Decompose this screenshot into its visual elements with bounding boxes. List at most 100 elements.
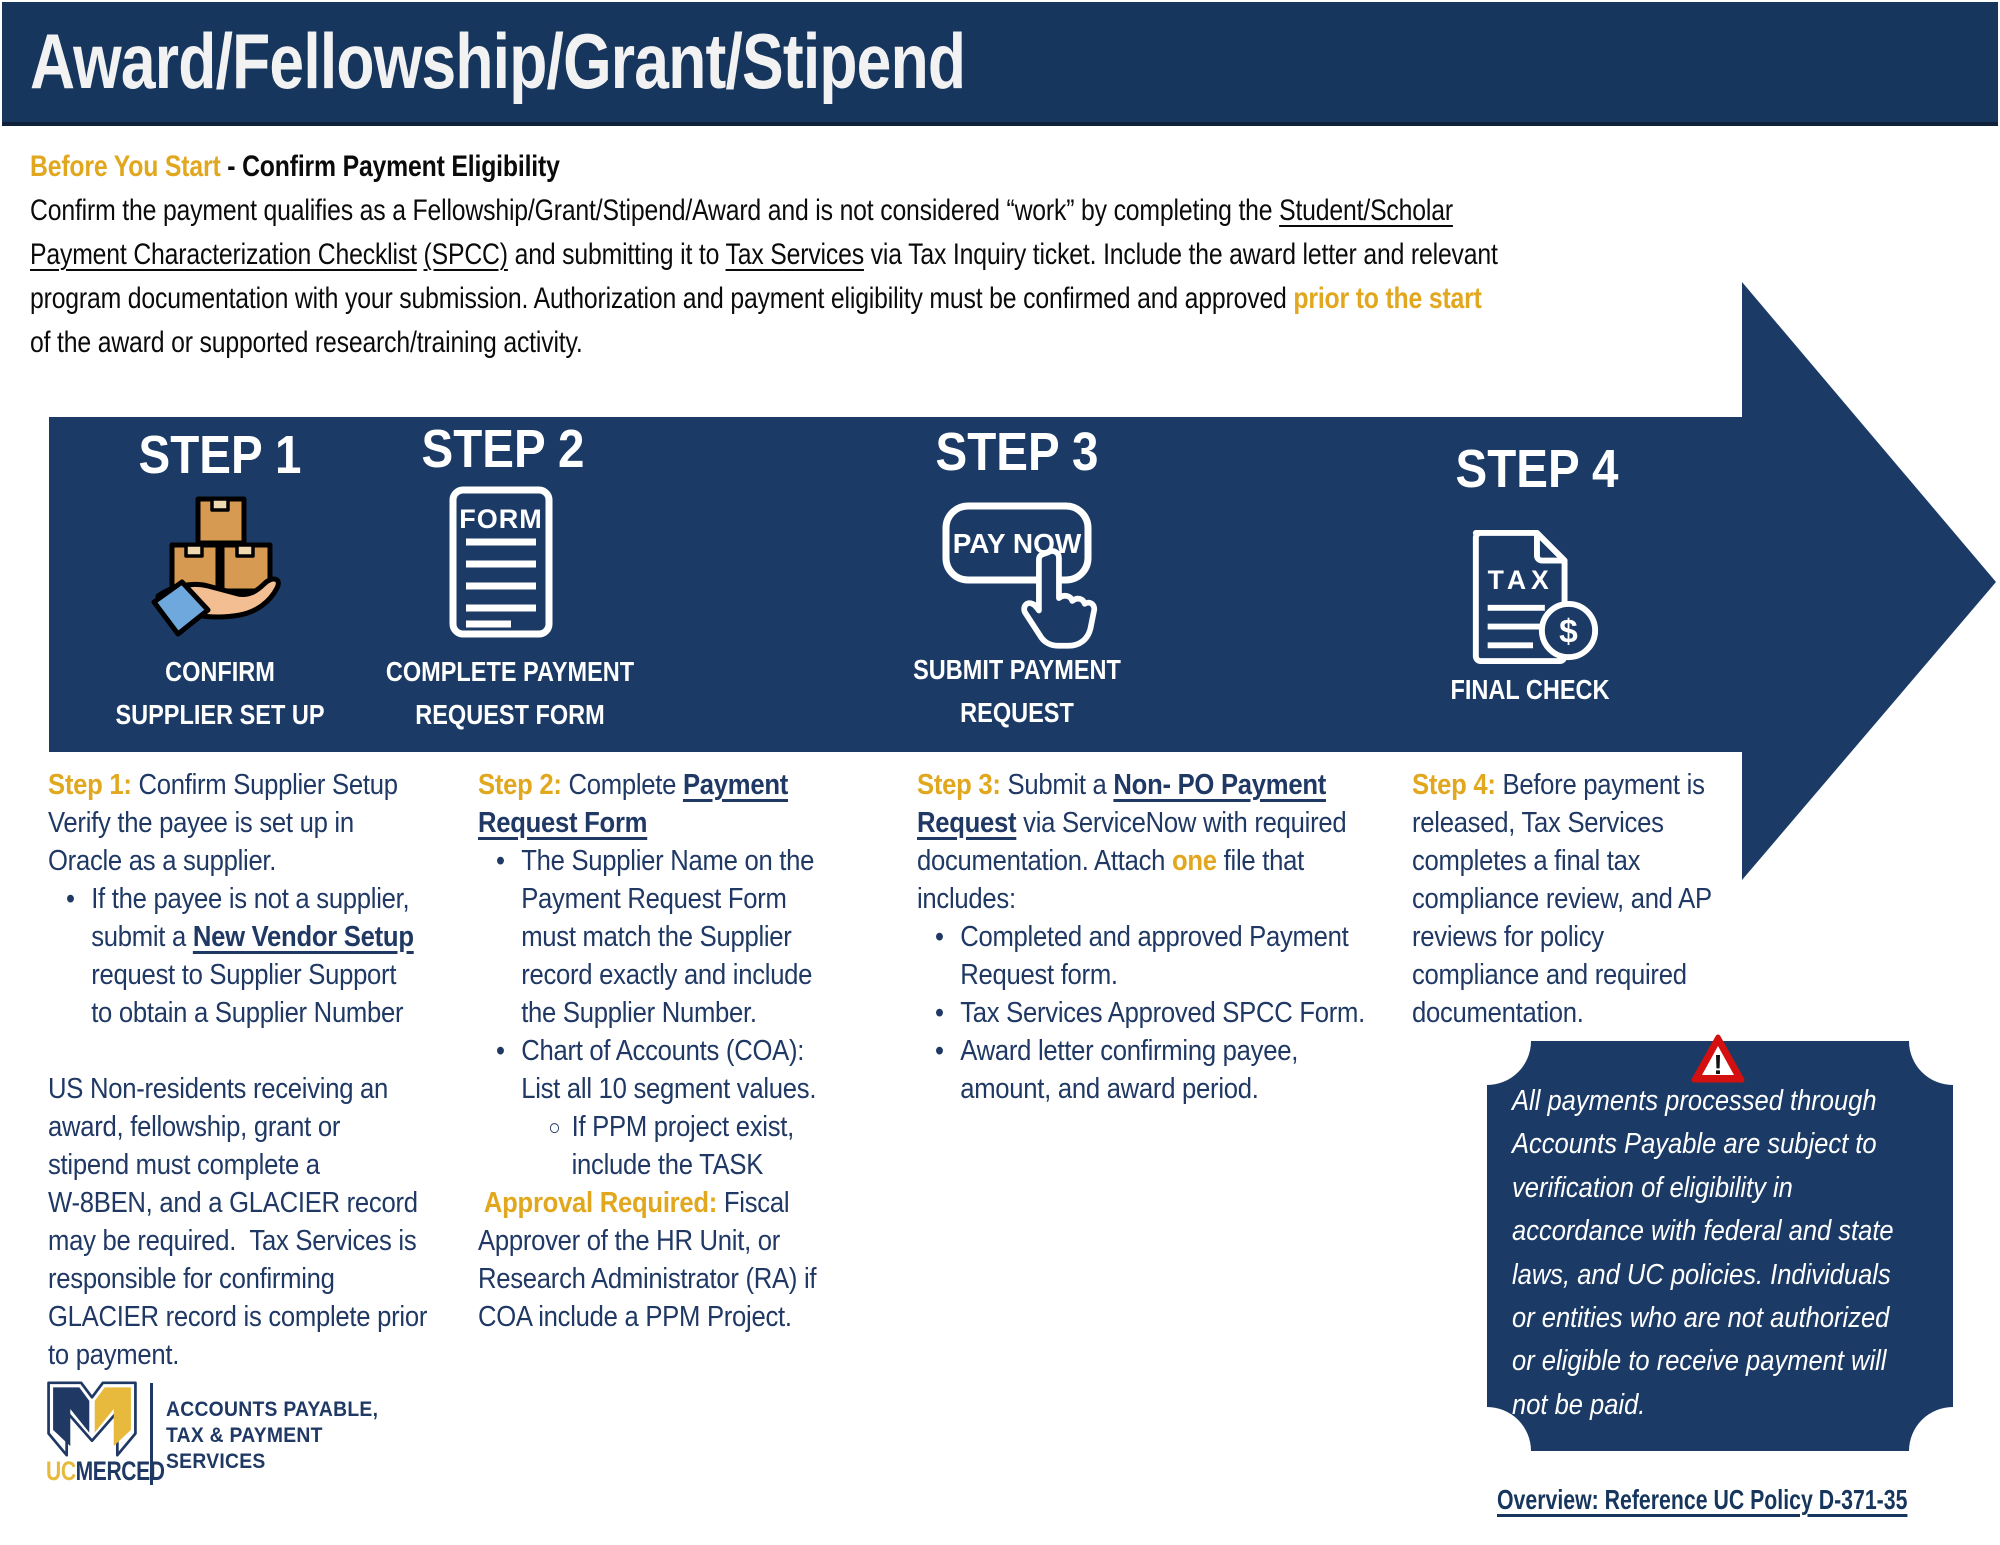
logo-divider (150, 1383, 153, 1485)
text-segment: program documentation with your submissi… (30, 282, 1294, 315)
text-line: Payment Request Form (478, 880, 856, 918)
text-line: Request via ServiceNow with required (917, 804, 1363, 842)
text-segment: must match the Supplier (521, 921, 792, 953)
text-line: Payment Characterization Checklist (SPCC… (30, 233, 1508, 277)
arrow-head-icon (1742, 282, 1996, 880)
text-segment: Confirm Supplier Setup (131, 769, 398, 801)
text-segment: Accounts Payable are subject to (1512, 1128, 1877, 1161)
text-segment: one (1172, 845, 1217, 877)
new-vendor-setup-link[interactable]: New Vendor Setup (192, 921, 414, 953)
page-title: Award/Fellowship/Grant/Stipend (30, 17, 966, 105)
text-line: COMPLETE PAYMENT (367, 650, 653, 693)
text-segment: Confirm the payment qualifies as a Fello… (30, 194, 1280, 227)
text-line: W-8BEN, and a GLACIER record (48, 1184, 435, 1222)
text-segment: record exactly and include (521, 959, 813, 991)
step-2-description: Step 2: Complete Payment Request Form • The… (478, 766, 856, 1336)
text-segment: include the TASK (571, 1149, 764, 1181)
svg-text:$: $ (1559, 613, 1578, 650)
text-segment: COA include a PPM Project. (478, 1301, 792, 1333)
non-po-payment-request-link[interactable]: Non- PO Payment (1113, 769, 1327, 801)
text-segment: of the award or supported research/train… (30, 326, 583, 359)
text-segment: REQUEST (960, 697, 1074, 728)
text-segment: The Supplier Name on the (521, 845, 815, 877)
text-line: • Completed and approved Payment (917, 918, 1363, 956)
text-segment: responsible for confirming (48, 1263, 335, 1295)
uc-policy-link[interactable]: Overview: Reference UC Policy D-371-35 (1497, 1484, 1908, 1515)
text-line: ○ If PPM project exist, (478, 1108, 856, 1146)
text-line: SERVICES (166, 1449, 378, 1475)
title-banner: Award/Fellowship/Grant/Stipend (2, 2, 1998, 126)
text-line: compliance review, and AP (1412, 880, 1718, 918)
text-line: to obtain a Supplier Number (48, 994, 435, 1032)
step-4-label: FINAL CHECK (1387, 668, 1673, 711)
text-segment: may be required. Tax Services is (48, 1225, 417, 1257)
step-3-heading: STEP 3 (935, 422, 1099, 482)
text-segment: SUBMIT PAYMENT (913, 654, 1121, 685)
text-segment: Step 4: (1412, 769, 1496, 801)
text-line: GLACIER record is complete prior (48, 1298, 435, 1336)
text-segment: Research Administrator (RA) if (478, 1263, 817, 1295)
text-line: FINAL CHECK (1387, 668, 1673, 711)
text-line: documentation. Attach one file that (917, 842, 1363, 880)
text-line: Oracle as a supplier. (48, 842, 435, 880)
text-segment: GLACIER record is complete prior (48, 1301, 428, 1333)
text-line: compliance and required (1412, 956, 1718, 994)
text-segment: If PPM project exist, (571, 1111, 795, 1143)
step-4-heading: STEP 4 (1455, 439, 1619, 499)
text-line: or entities who are not authorized (1512, 1297, 1889, 1340)
text-line: REQUEST (874, 691, 1160, 734)
bullet-marker: • (496, 1035, 505, 1067)
hand-boxes-icon (151, 496, 281, 637)
text-segment: submit a (91, 921, 193, 953)
text-line: of the award or supported research/train… (30, 321, 1508, 365)
text-segment: Chart of Accounts (COA): (521, 1035, 805, 1067)
text-segment: Submit a (1000, 769, 1114, 801)
text-line: COA include a PPM Project. (478, 1298, 856, 1336)
text-segment: TAX & PAYMENT (166, 1424, 323, 1447)
text-segment: stipend must complete a (48, 1149, 320, 1181)
tax-services-link[interactable]: Tax Services (725, 238, 865, 271)
text-segment: US Non-residents receiving an (48, 1073, 389, 1105)
text-line: Step 2: Complete Payment (478, 766, 856, 804)
text-line: Approver of the HR Unit, or (478, 1222, 856, 1260)
spcc-link[interactable]: (SPCC) (423, 238, 509, 271)
text-line: includes: (917, 880, 1363, 918)
payment-request-form-link[interactable]: Request Form (478, 807, 648, 839)
text-line: reviews for policy (1412, 918, 1718, 956)
text-segment: Award letter confirming payee, (960, 1035, 1299, 1067)
text-line: completes a final tax (1412, 842, 1718, 880)
text-segment: the Supplier Number. (521, 997, 757, 1029)
text-segment: reviews for policy (1412, 921, 1604, 953)
non-po-payment-request-link[interactable]: Request (917, 807, 1017, 839)
text-segment: to obtain a Supplier Number (91, 997, 404, 1029)
text-line: stipend must complete a (48, 1146, 435, 1184)
text-segment: not be paid. (1512, 1388, 1646, 1421)
text-line: TAX & PAYMENT (166, 1423, 378, 1449)
intro-paragraph: Confirm the payment qualifies as a Fello… (30, 189, 1790, 365)
text-segment: W-8BEN, and a GLACIER record (48, 1187, 418, 1219)
bullet-marker: • (935, 1035, 944, 1067)
student-scholar-checklist-link[interactable]: Payment Characterization Checklist (30, 238, 417, 271)
text-segment: to payment. (48, 1339, 180, 1371)
text-line: laws, and UC policies. Individuals (1512, 1254, 1891, 1297)
intro-heading: Before You Start - Confirm Payment Eligi… (30, 145, 1508, 189)
text-line: Request Form (478, 804, 856, 842)
text-line: Accounts Payable are subject to (1512, 1123, 1882, 1166)
text-segment: Completed and approved Payment (960, 921, 1349, 953)
text-segment: Request form. (960, 959, 1118, 991)
text-line: Verify the payee is set up in (48, 804, 435, 842)
bullet-marker: • (66, 883, 75, 915)
text-segment: Verify the payee is set up in (48, 807, 354, 839)
intro-section: Before You Start - Confirm Payment Eligi… (30, 145, 1790, 365)
text-segment: Payment Request Form (521, 883, 787, 915)
text-segment: Step 3: (917, 769, 1001, 801)
text-line: program documentation with your submissi… (30, 277, 1508, 321)
text-line: responsible for confirming (48, 1260, 435, 1298)
student-scholar-checklist-link[interactable]: Student/Scholar (1279, 194, 1453, 227)
text-segment: includes: (917, 883, 1016, 915)
process-arrow-banner (49, 417, 1744, 752)
text-segment: amount, and award period. (960, 1073, 1259, 1105)
bullet-marker: • (935, 997, 944, 1029)
payment-request-form-link[interactable]: Payment (682, 769, 788, 801)
